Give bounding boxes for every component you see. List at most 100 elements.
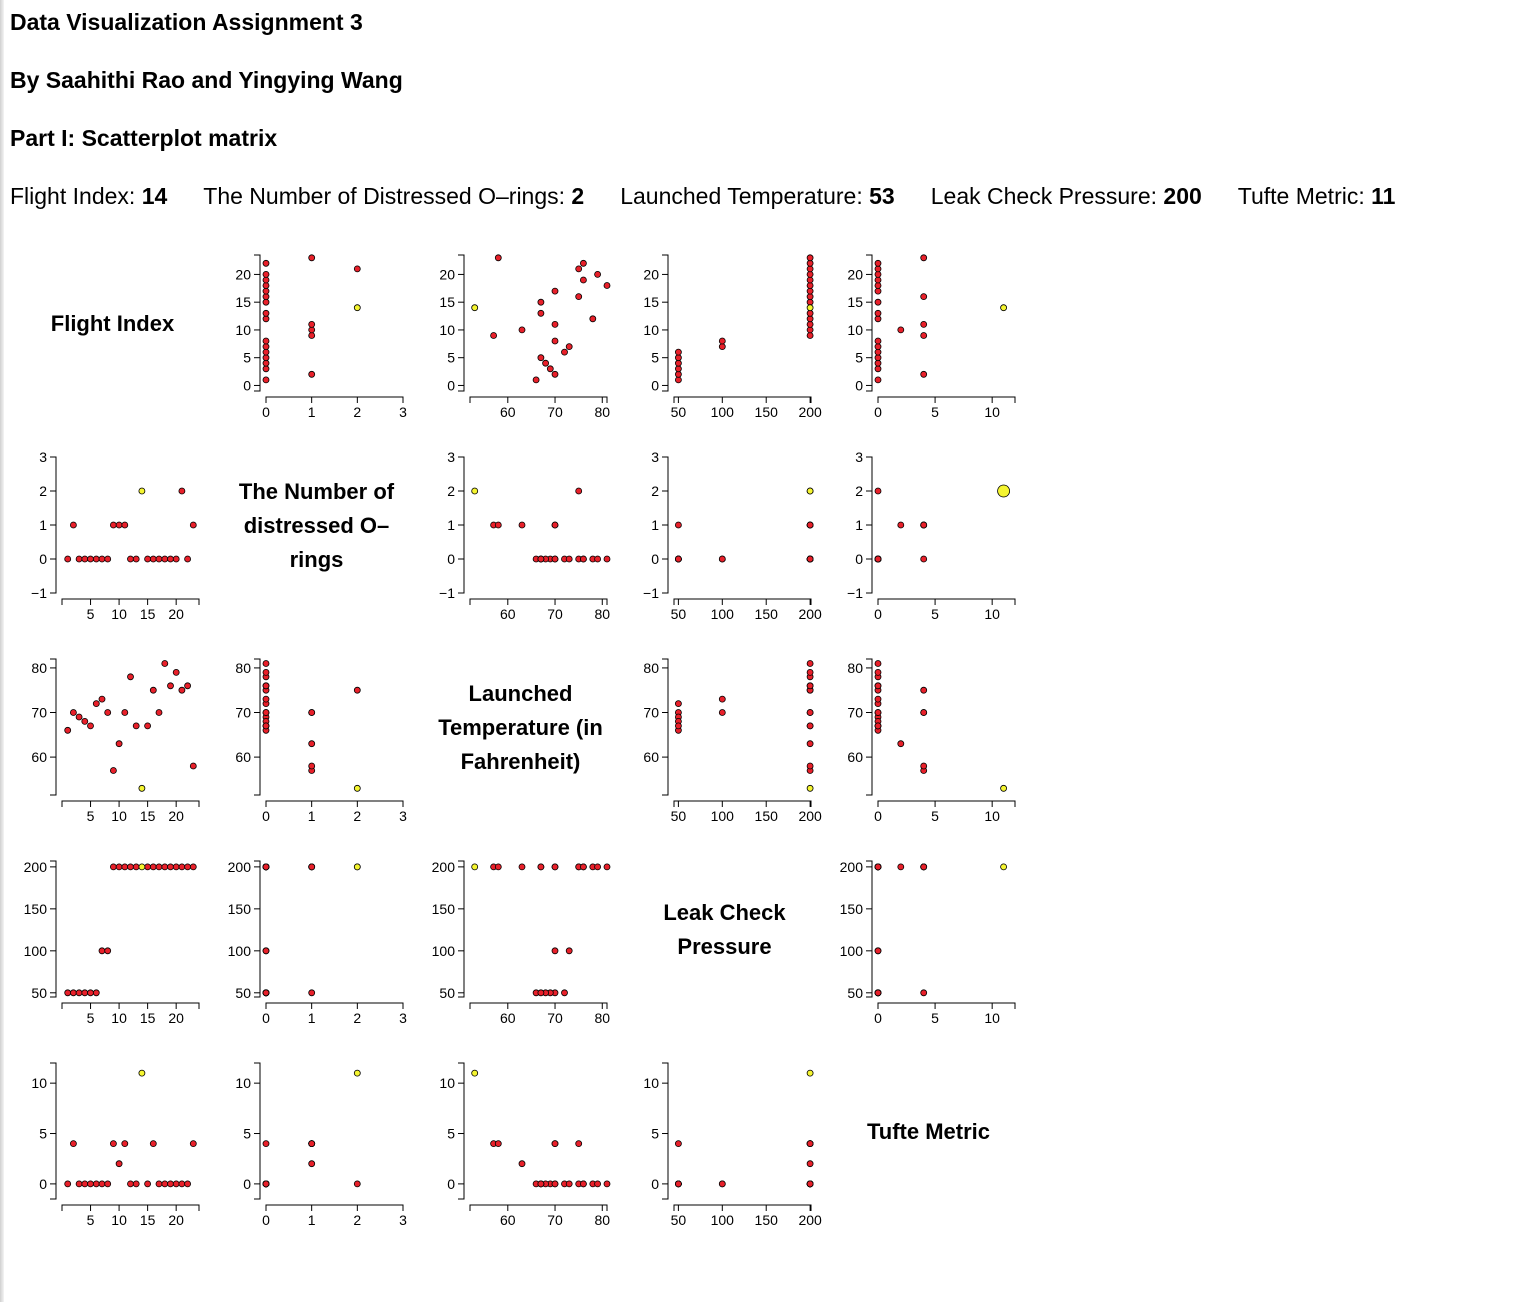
data-point	[718, 709, 726, 716]
data-point	[675, 521, 682, 529]
data-point	[353, 686, 361, 694]
data-point	[575, 293, 583, 301]
y-tick-label: 0	[39, 1176, 47, 1192]
x-tick-label: 5	[931, 606, 939, 622]
x-tick-label: 5	[931, 1010, 939, 1026]
y-tick-label: 5	[447, 350, 455, 366]
y-tick-label: 50	[235, 985, 251, 1001]
data-point	[262, 669, 270, 676]
data-point	[144, 1180, 152, 1188]
y-tick-label: 0	[855, 551, 863, 567]
selected-data-point	[471, 863, 479, 871]
data-point	[920, 686, 928, 694]
data-point	[110, 1140, 117, 1147]
stat-value: 53	[869, 183, 895, 209]
data-point	[184, 1180, 192, 1188]
y-tick-label: 60	[31, 749, 47, 765]
data-point	[262, 309, 270, 317]
panel-tufte-vs-orings: 0 1 2 3 0 5 10	[235, 1062, 407, 1228]
y-tick-label: 5	[243, 1126, 251, 1142]
x-axis-line	[877, 800, 1016, 807]
y-tick-label: 2	[651, 483, 659, 499]
data-point	[262, 276, 270, 284]
y-tick-label: 10	[643, 1075, 659, 1091]
data-point	[806, 682, 814, 690]
data-point	[98, 947, 106, 955]
data-point	[262, 682, 270, 690]
x-tick-label: 20	[168, 1010, 184, 1026]
y-tick-label: 2	[447, 483, 455, 499]
x-tick-label: 2	[353, 1010, 361, 1026]
y-axis-line	[254, 658, 261, 796]
diagonal-label: Flight Index	[51, 311, 175, 336]
data-point	[806, 740, 814, 748]
x-tick-label: 5	[931, 808, 939, 824]
x-tick-label: 1	[308, 404, 316, 420]
data-point	[167, 555, 174, 563]
data-point	[874, 863, 882, 871]
data-point	[262, 270, 270, 278]
x-tick-label: 15	[140, 808, 156, 824]
data-point	[718, 337, 726, 345]
y-tick-label: 50	[31, 985, 47, 1001]
data-point	[594, 555, 601, 563]
x-tick-label: 3	[399, 1212, 407, 1228]
data-point	[806, 1160, 814, 1168]
y-tick-label: 0	[447, 551, 455, 567]
panel-orings-vs-orings: The Number of distressed O– rings	[239, 479, 395, 572]
x-tick-label: 0	[262, 1212, 270, 1228]
data-point	[874, 555, 882, 563]
data-point	[718, 1180, 726, 1188]
x-axis-line	[673, 396, 812, 403]
data-point	[494, 521, 502, 529]
y-axis-line	[254, 1062, 261, 1200]
data-point	[537, 354, 545, 362]
y-tick-label: −1	[643, 585, 659, 601]
y-axis-line	[866, 658, 873, 796]
data-point	[81, 989, 89, 997]
data-point	[308, 332, 316, 339]
x-tick-label: 10	[984, 606, 1000, 622]
data-point	[149, 555, 157, 563]
data-point	[874, 298, 882, 306]
data-point	[104, 555, 112, 563]
stat-label: Leak Check Pressure:	[930, 183, 1164, 209]
stat-leak-check-pressure: Leak Check Pressure: 200	[931, 183, 1202, 210]
y-tick-label: 10	[643, 322, 659, 338]
data-point	[874, 682, 882, 690]
panel-pressure-vs-pressure: Leak Check Pressure	[663, 900, 786, 959]
x-tick-label: 100	[711, 606, 735, 622]
selected-data-point	[997, 484, 1010, 498]
x-tick-label: 150	[755, 1212, 779, 1228]
data-point	[70, 709, 77, 716]
data-point	[718, 555, 726, 563]
data-point	[542, 359, 549, 367]
y-tick-label: 15	[847, 294, 863, 310]
panel-flight-vs-temp: 60 70 80 0 5 10 15 20	[439, 254, 611, 420]
diagonal-label: Temperature (in	[438, 715, 603, 740]
data-point	[132, 555, 140, 563]
x-axis-line	[673, 1204, 812, 1211]
data-point	[565, 1180, 573, 1188]
selected-data-point	[138, 784, 146, 792]
data-point	[144, 555, 152, 563]
data-point	[537, 298, 545, 306]
data-point	[806, 320, 814, 328]
data-point	[92, 989, 100, 997]
data-point	[87, 989, 94, 997]
y-tick-label: 15	[439, 294, 455, 310]
data-point	[75, 555, 83, 563]
data-point	[537, 989, 545, 997]
x-tick-label: 0	[874, 606, 882, 622]
x-axis-line	[469, 1002, 608, 1009]
data-point	[897, 863, 905, 871]
panel-pressure-vs-flight: 5 10 15 20 50 100 150 200	[24, 859, 200, 1026]
x-tick-label: 80	[594, 1010, 610, 1026]
data-point	[184, 863, 192, 871]
panel-flight-vs-tufte: 0 5 10 0 5 10 15 20	[847, 254, 1016, 420]
y-tick-label: 1	[651, 517, 659, 533]
x-tick-label: 2	[353, 808, 361, 824]
x-tick-label: 20	[168, 808, 184, 824]
x-tick-label: 2	[353, 1212, 361, 1228]
panel-flight-vs-flight: Flight Index	[51, 311, 175, 336]
